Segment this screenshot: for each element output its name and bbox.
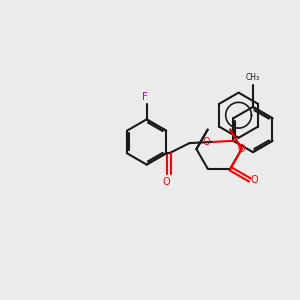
Text: O: O — [202, 137, 210, 147]
Text: CH₃: CH₃ — [246, 73, 260, 82]
Text: F: F — [142, 92, 148, 102]
Text: O: O — [238, 144, 245, 154]
Text: O: O — [162, 177, 170, 187]
Text: O: O — [250, 175, 258, 185]
